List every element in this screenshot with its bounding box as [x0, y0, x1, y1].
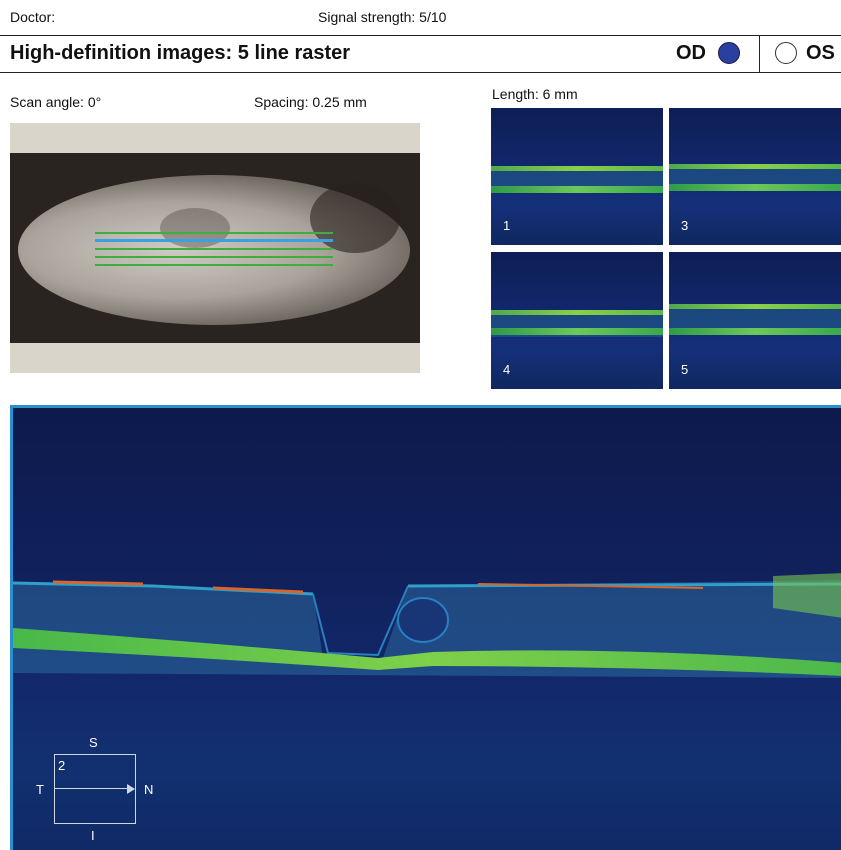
retinal-cyst — [397, 597, 449, 643]
fundus-macula-region — [160, 208, 230, 248]
retina-surface-layer — [491, 310, 663, 315]
page-title: High-definition images: 5 line raster — [10, 42, 351, 64]
thumbnail-label: 4 — [503, 362, 511, 377]
eye-divider — [759, 36, 760, 73]
retina-edge-bright — [773, 573, 841, 618]
retina-surface-layer — [669, 304, 841, 309]
rpe-layer — [491, 186, 663, 193]
orientation-temporal: T — [36, 782, 44, 797]
doctor-label: Doctor: — [10, 9, 56, 25]
surface-highlight — [52, 580, 144, 586]
macular-hole-outline — [312, 585, 409, 657]
retina-surface-right — [407, 582, 841, 588]
retina-inner-layer — [669, 309, 841, 331]
fundus-image[interactable] — [10, 153, 420, 343]
signal-strength: Signal strength: 5/10 — [318, 9, 447, 25]
retina-surface-layer — [669, 164, 841, 169]
eye-os-radio-icon[interactable] — [775, 42, 797, 64]
scan-line-3 — [95, 248, 333, 250]
scan-line-1 — [95, 232, 333, 234]
thumbnail-label: 5 — [681, 362, 689, 377]
oct-layers-drawing — [13, 573, 841, 678]
scan-line-2-selected — [95, 239, 333, 242]
surface-highlight — [212, 586, 304, 594]
oct-thumbnail-5[interactable]: 5 — [669, 252, 841, 389]
orientation-superior: S — [89, 735, 98, 750]
rpe-layer — [491, 328, 663, 335]
scan-spacing: Spacing: 0.25 mm — [254, 94, 367, 110]
orientation-box — [54, 754, 136, 824]
rpe-layer — [669, 184, 841, 191]
oct-thumbnail-3[interactable]: 3 — [669, 108, 841, 245]
oct-main-scan[interactable]: S I T N 2 — [10, 405, 841, 850]
orientation-inferior: I — [91, 828, 95, 843]
scan-angle: Scan angle: 0° — [10, 94, 102, 110]
retina-surface-layer — [491, 166, 663, 171]
scan-length: Length: 6 mm — [492, 86, 578, 102]
orientation-arrow-line — [54, 788, 134, 789]
fundus-optic-region — [310, 183, 400, 253]
oct-thumbnail-4[interactable]: 4 — [491, 252, 663, 389]
header-top-rule — [0, 35, 841, 36]
eye-os-label[interactable]: OS — [806, 42, 835, 64]
scan-line-5 — [95, 264, 333, 266]
eye-od-label[interactable]: OD — [676, 42, 706, 64]
header-bottom-rule — [0, 72, 841, 73]
scan-line-number: 2 — [58, 758, 66, 773]
thumbnail-label: 3 — [681, 218, 689, 233]
oct-thumbnail-1[interactable]: 1 — [491, 108, 663, 245]
thumbnail-label: 1 — [503, 218, 511, 233]
surface-highlight — [477, 583, 704, 589]
scan-line-4 — [95, 256, 333, 258]
arrow-right-icon — [127, 784, 135, 794]
rpe-band — [13, 628, 841, 676]
rpe-layer — [669, 328, 841, 335]
orientation-nasal: N — [144, 782, 154, 797]
eye-od-radio-selected-icon[interactable] — [718, 42, 740, 64]
